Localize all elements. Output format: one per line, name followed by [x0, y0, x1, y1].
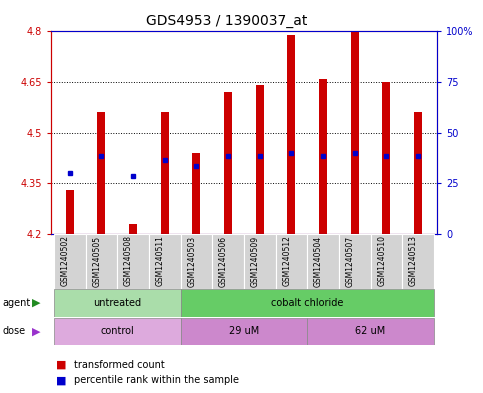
Bar	[256, 85, 264, 234]
Bar	[66, 190, 74, 234]
Bar	[181, 318, 307, 345]
Text: ■: ■	[56, 360, 66, 370]
Text: GSM1240504: GSM1240504	[314, 235, 323, 286]
Bar	[85, 234, 117, 289]
Bar	[402, 234, 434, 289]
Text: GSM1240506: GSM1240506	[219, 235, 228, 286]
Bar	[149, 234, 181, 289]
Text: agent: agent	[2, 298, 30, 308]
Text: 29 uM: 29 uM	[229, 326, 259, 336]
Bar	[370, 234, 402, 289]
Bar	[98, 112, 105, 234]
Bar	[117, 234, 149, 289]
Text: GSM1240509: GSM1240509	[251, 235, 260, 286]
Bar	[181, 289, 434, 317]
Bar	[351, 31, 359, 234]
Text: GSM1240508: GSM1240508	[124, 235, 133, 286]
Text: GSM1240507: GSM1240507	[346, 235, 355, 286]
Bar	[319, 79, 327, 234]
Bar	[244, 234, 276, 289]
Bar	[276, 234, 307, 289]
Text: percentile rank within the sample: percentile rank within the sample	[74, 375, 239, 386]
Bar	[54, 234, 85, 289]
Bar	[192, 153, 200, 234]
Text: 62 uM: 62 uM	[355, 326, 386, 336]
Text: GSM1240505: GSM1240505	[92, 235, 101, 286]
Bar	[181, 234, 212, 289]
Bar	[54, 318, 181, 345]
Bar	[224, 92, 232, 234]
Text: GSM1240513: GSM1240513	[409, 235, 418, 286]
Text: cobalt chloride: cobalt chloride	[271, 298, 343, 308]
Bar	[129, 224, 137, 234]
Bar	[307, 234, 339, 289]
Text: GSM1240511: GSM1240511	[156, 235, 165, 286]
Text: transformed count: transformed count	[74, 360, 165, 370]
Bar	[307, 318, 434, 345]
Text: GSM1240510: GSM1240510	[377, 235, 386, 286]
Bar	[54, 289, 181, 317]
Text: GSM1240503: GSM1240503	[187, 235, 197, 286]
Text: untreated: untreated	[93, 298, 142, 308]
Text: ▶: ▶	[32, 326, 41, 336]
Text: ■: ■	[56, 375, 66, 386]
Text: dose: dose	[2, 326, 26, 336]
Bar	[383, 82, 390, 234]
Text: ▶: ▶	[32, 298, 41, 308]
Bar	[287, 35, 296, 234]
Text: GSM1240512: GSM1240512	[283, 235, 291, 286]
Text: GDS4953 / 1390037_at: GDS4953 / 1390037_at	[146, 14, 308, 28]
Bar	[161, 112, 169, 234]
Bar	[414, 112, 422, 234]
Bar	[212, 234, 244, 289]
Text: control: control	[100, 326, 134, 336]
Bar	[339, 234, 370, 289]
Text: GSM1240502: GSM1240502	[61, 235, 70, 286]
